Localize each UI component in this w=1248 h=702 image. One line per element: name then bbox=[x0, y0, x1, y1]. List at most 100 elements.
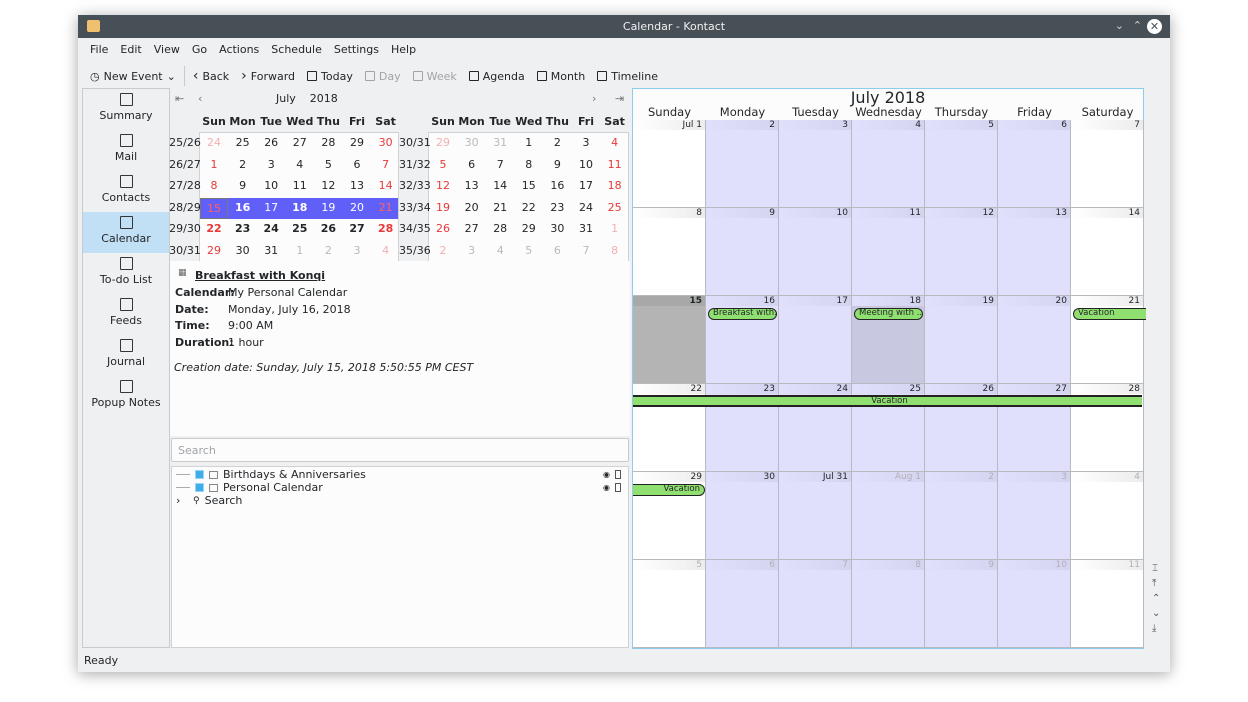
toolbar-new-event-button[interactable]: ◷ New Event ⌄ bbox=[84, 70, 182, 83]
day-cell[interactable]: 5 bbox=[925, 120, 998, 208]
mini-cal-day[interactable]: 24 bbox=[263, 222, 279, 236]
mini-cal-day[interactable]: 22 bbox=[206, 222, 222, 236]
toolbar-today-button[interactable]: Today bbox=[301, 70, 359, 83]
mini-cal-day[interactable]: 4 bbox=[496, 244, 504, 257]
day-cell[interactable]: 7 bbox=[779, 560, 852, 648]
phone-icon[interactable] bbox=[615, 483, 621, 492]
mini-cal-day[interactable]: 3 bbox=[267, 157, 275, 171]
mini-cal-day[interactable]: 20 bbox=[464, 200, 479, 214]
menu-go[interactable]: Go bbox=[191, 43, 208, 56]
mini-cal-day[interactable]: 24 bbox=[579, 200, 593, 214]
day-cell[interactable]: 11 bbox=[1071, 560, 1144, 648]
day-cell[interactable]: 3 bbox=[779, 120, 852, 208]
mini-cal-day[interactable]: 25 bbox=[235, 136, 250, 149]
day-cell[interactable]: Jul 31 bbox=[779, 472, 852, 560]
calendar-list-item[interactable]: Birthdays & Anniversaries ◉ bbox=[176, 468, 621, 481]
mini-cal-day[interactable]: 30 bbox=[235, 244, 250, 257]
mini-cal-day[interactable]: 28 bbox=[493, 222, 508, 236]
mini-cal-day[interactable]: 30 bbox=[550, 222, 565, 236]
toolbar-day-button[interactable]: Day bbox=[359, 70, 407, 83]
mini-cal-day[interactable]: 1 bbox=[611, 222, 619, 236]
mini-cal-day[interactable]: 3 bbox=[353, 244, 361, 257]
mini-cal-day[interactable]: 8 bbox=[611, 244, 619, 257]
mini-cal-day[interactable]: 6 bbox=[553, 244, 561, 257]
minimize-button[interactable]: ⌄ bbox=[1114, 19, 1124, 32]
menu-view[interactable]: View bbox=[153, 43, 180, 56]
mini-cal-day[interactable]: 22 bbox=[521, 200, 536, 214]
mini-cal-day[interactable]: 30 bbox=[378, 136, 393, 149]
sidebar-item-to-do-list[interactable]: To-do List bbox=[83, 253, 169, 294]
sidebar-item-summary[interactable]: Summary bbox=[83, 89, 169, 130]
day-cell[interactable]: 10 bbox=[998, 560, 1071, 648]
mini-cal-day[interactable]: 27 bbox=[464, 222, 479, 236]
mini-cal-day[interactable]: 7 bbox=[582, 244, 590, 257]
mini-cal-day[interactable]: 12 bbox=[436, 179, 450, 193]
event-item[interactable]: Vacation bbox=[633, 395, 1142, 407]
last-month-icon[interactable]: ⇥ bbox=[615, 92, 625, 105]
mini-cal-day[interactable]: 10 bbox=[264, 179, 279, 193]
day-cell[interactable]: 8 bbox=[633, 208, 706, 296]
mini-cal-month[interactable]: July bbox=[276, 92, 296, 105]
calendar-search-input[interactable]: Search bbox=[171, 438, 629, 462]
mini-cal-day[interactable]: 28 bbox=[321, 136, 336, 149]
mini-cal-day[interactable]: 26 bbox=[436, 222, 450, 236]
mini-cal-day[interactable]: 17 bbox=[579, 179, 593, 193]
day-cell[interactable]: 13 bbox=[998, 208, 1071, 296]
mini-cal-day[interactable]: 11 bbox=[607, 157, 622, 171]
mini-cal-day[interactable]: 6 bbox=[353, 157, 361, 171]
mini-cal-day[interactable]: 3 bbox=[582, 136, 590, 149]
day-cell[interactable]: 2 bbox=[706, 120, 779, 208]
day-cell[interactable]: 7 bbox=[1071, 120, 1144, 208]
mini-cal-day[interactable]: 8 bbox=[525, 157, 533, 171]
day-cell[interactable]: 12 bbox=[925, 208, 998, 296]
mini-cal-day[interactable]: 9 bbox=[553, 157, 561, 171]
day-cell[interactable]: 8 bbox=[852, 560, 925, 648]
mini-cal-day[interactable]: 19 bbox=[321, 200, 336, 214]
mini-cal-day[interactable]: 21 bbox=[493, 200, 508, 214]
mini-cal-day[interactable]: 27 bbox=[349, 222, 365, 236]
next-month-icon[interactable]: › bbox=[592, 92, 597, 105]
day-cell[interactable]: 15 bbox=[633, 296, 706, 384]
mini-cal-day[interactable]: 24 bbox=[207, 136, 221, 149]
mini-cal-day[interactable]: 13 bbox=[350, 179, 364, 193]
day-cell[interactable]: 9 bbox=[925, 560, 998, 648]
sidebar-item-popup-notes[interactable]: Popup Notes bbox=[83, 376, 169, 417]
mini-cal-day[interactable]: 1 bbox=[210, 157, 218, 171]
mini-cal-day[interactable]: 2 bbox=[439, 244, 447, 257]
mini-cal-day[interactable]: 8 bbox=[210, 179, 218, 193]
menu-settings[interactable]: Settings bbox=[333, 43, 379, 56]
day-cell[interactable]: 4 bbox=[852, 120, 925, 208]
menu-edit[interactable]: Edit bbox=[120, 43, 142, 56]
expand-icon[interactable]: › bbox=[176, 493, 181, 507]
mini-cal-day[interactable]: 29 bbox=[436, 136, 450, 149]
menu-file[interactable]: File bbox=[90, 43, 109, 56]
day-cell[interactable]: 6 bbox=[998, 120, 1071, 208]
down-icon[interactable]: ⌄ bbox=[1152, 608, 1161, 619]
mini-cal-day[interactable]: 17 bbox=[264, 200, 279, 214]
mini-cal-day[interactable]: 19 bbox=[436, 200, 450, 214]
mini-cal-year[interactable]: 2018 bbox=[309, 92, 338, 105]
mini-cal-day[interactable]: 25 bbox=[292, 222, 308, 236]
mini-cal-day[interactable]: 13 bbox=[464, 179, 479, 193]
mini-cal-day[interactable]: 18 bbox=[292, 200, 308, 214]
menu-help[interactable]: Help bbox=[390, 43, 417, 56]
mini-cal-day[interactable]: 6 bbox=[468, 157, 476, 171]
event-item[interactable]: Vacation bbox=[1073, 308, 1146, 320]
mini-cal-day[interactable]: 7 bbox=[496, 157, 504, 171]
mini-cal-day[interactable]: 2 bbox=[239, 157, 247, 171]
calendar-checkbox[interactable] bbox=[195, 483, 204, 492]
mini-cal-day[interactable]: 1 bbox=[525, 136, 533, 149]
mini-cal-day[interactable]: 31 bbox=[264, 244, 279, 257]
day-cell[interactable]: 14 bbox=[1071, 208, 1144, 296]
maximize-button[interactable]: ⌃ bbox=[1132, 19, 1142, 32]
last-page-icon[interactable]: ⤓ bbox=[1152, 623, 1157, 634]
day-cell[interactable]: 4 bbox=[1071, 472, 1144, 560]
day-cell[interactable]: 19 bbox=[925, 296, 998, 384]
sidebar-item-mail[interactable]: Mail bbox=[83, 130, 169, 171]
mini-cal-day[interactable]: 27 bbox=[292, 136, 307, 149]
menu-actions[interactable]: Actions bbox=[219, 43, 260, 56]
event-title-link[interactable]: Breakfast with Konqi bbox=[195, 269, 326, 282]
calendar-list-item[interactable]: › ⚲ Search bbox=[176, 494, 621, 507]
sidebar-item-calendar[interactable]: Calendar bbox=[83, 212, 169, 253]
mini-cal-day[interactable]: 7 bbox=[382, 157, 390, 171]
